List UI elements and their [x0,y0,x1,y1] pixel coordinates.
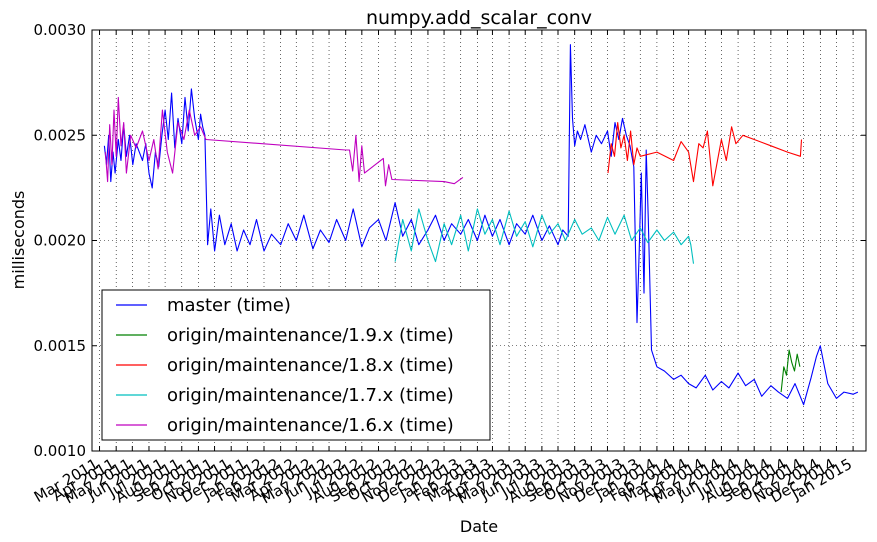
legend-label: master (time) [167,295,291,316]
legend-box [101,289,491,441]
chart-title: numpy.add_scalar_conv [366,7,592,29]
legend: master (time) origin/maintenance/1.9.x (t… [101,289,491,441]
series-line-1 [780,349,801,393]
series-line-4 [104,96,464,187]
y-tick-label: 0.0010 [34,442,87,460]
y-tick-label: 0.0020 [34,232,87,250]
legend-label: origin/maintenance/1.9.x (time) [167,325,454,346]
y-tick-label: 0.0030 [34,21,87,39]
series-line-0 [103,44,859,406]
legend-label: origin/maintenance/1.8.x (time) [167,355,454,376]
y-tick-label: 0.0015 [34,337,87,355]
series-line-2 [607,122,803,187]
series-line-3 [394,208,695,264]
x-axis-label: Date [460,517,498,536]
legend-label: origin/maintenance/1.6.x (time) [167,415,454,436]
y-axis-label: milliseconds [9,191,28,290]
legend-label: origin/maintenance/1.7.x (time) [167,385,454,406]
series-lines [103,44,859,406]
y-tick-label: 0.0025 [34,126,87,144]
